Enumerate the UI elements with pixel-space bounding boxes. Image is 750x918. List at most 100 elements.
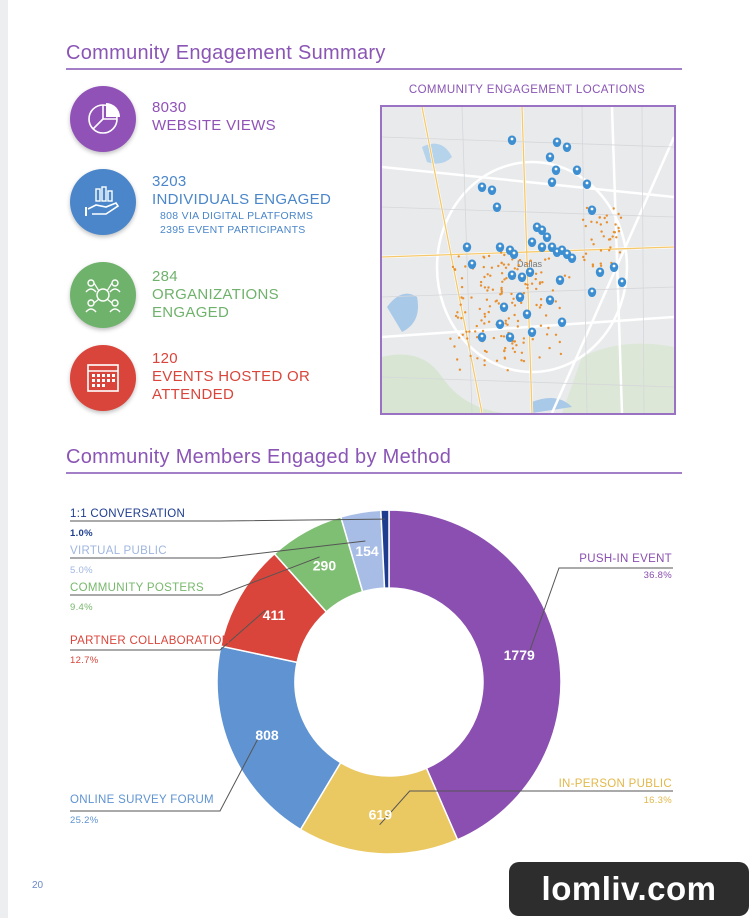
legend-virtual-public-pct: 5.0% — [70, 565, 93, 576]
method-title: Community Members Engaged by Method — [66, 446, 452, 468]
digital-platforms-note: 808 VIA DIGITAL PLATFORMS — [160, 210, 314, 222]
engagement-dot — [617, 226, 620, 230]
engagement-dot — [474, 330, 477, 333]
engagement-dot — [547, 326, 550, 330]
donut-leader-line — [70, 518, 386, 522]
engagement-dot — [465, 330, 468, 333]
engagement-dot — [524, 282, 527, 286]
engagement-dot — [497, 302, 500, 305]
engagement-dot — [591, 263, 595, 266]
location-pin-center — [495, 204, 499, 208]
location-pin-center — [575, 167, 579, 171]
engagement-dot — [516, 319, 520, 323]
engagement-dot — [534, 272, 538, 275]
engagement-dot — [478, 307, 481, 311]
donut-leader-line — [70, 556, 320, 596]
engagement-dot — [520, 359, 523, 362]
legend-online-survey-pct: 25.2% — [70, 815, 99, 826]
engagement-dot — [619, 216, 623, 219]
method-donut-chart: 1779 619 808 411 290 154 — [70, 509, 673, 855]
engagement-dot — [522, 341, 525, 344]
engagement-dot — [512, 297, 515, 300]
location-pin-center — [598, 269, 602, 273]
engagement-dot — [617, 212, 620, 216]
pie-chart-icon — [88, 103, 120, 134]
engagement-map[interactable]: Dallas — [380, 105, 676, 415]
engagement-dot — [491, 288, 495, 291]
engagement-dot — [475, 336, 479, 339]
engagement-dot — [485, 298, 489, 301]
engagement-dot — [548, 346, 551, 350]
location-pin-center — [530, 329, 534, 333]
engagement-dot — [451, 265, 455, 269]
engagement-dot — [615, 236, 618, 239]
engagement-dot — [518, 258, 522, 262]
donut-value-label: 154 — [355, 543, 379, 559]
network-people-icon — [85, 279, 121, 313]
engagement-dot — [464, 265, 467, 268]
engagement-dot — [538, 356, 541, 359]
engagement-dot — [460, 277, 464, 280]
website-views-badge — [70, 86, 136, 152]
engagement-dot — [590, 220, 593, 223]
engagement-dot — [504, 319, 507, 322]
engagement-dot — [456, 358, 459, 361]
engagement-dot — [591, 265, 595, 268]
engagement-dot — [599, 223, 602, 226]
engagement-dot — [513, 350, 517, 354]
donut-slice-1-1-conversation — [380, 509, 390, 589]
engagement-dot — [513, 267, 516, 270]
organizations-engaged-value: 284 — [152, 268, 178, 285]
engagement-dot — [487, 310, 490, 314]
engagement-dot — [607, 238, 611, 241]
location-pin-center — [470, 261, 474, 265]
engagement-dot — [506, 323, 509, 326]
events-hosted-stat: 120 EVENTS HOSTED OR ATTENDED — [152, 350, 310, 404]
legend-community-posters-pct: 9.4% — [70, 602, 93, 613]
legend-one-on-one-pct: 1.0% — [70, 528, 93, 539]
location-pin-center — [508, 247, 512, 251]
engagement-dot — [483, 275, 486, 279]
engagement-dot — [483, 286, 487, 289]
engagement-dot — [504, 322, 507, 325]
donut-leader-line — [70, 609, 266, 651]
events-hosted-badge — [70, 345, 136, 411]
engagement-dot — [544, 314, 548, 317]
calendar-icon — [87, 364, 119, 392]
engagement-dot — [526, 262, 529, 266]
engagement-dot — [554, 333, 558, 336]
engagement-dot — [538, 306, 542, 309]
map-city-label: Dallas — [517, 259, 543, 269]
engagement-dot — [500, 251, 503, 254]
engagement-dot — [500, 261, 503, 264]
organizations-engaged-label-2: ENGAGED — [152, 304, 230, 321]
individuals-engaged-badge — [70, 169, 136, 235]
location-pin-center — [540, 227, 544, 231]
legend-partner-collaboration-pct: 12.7% — [70, 655, 99, 666]
engagement-dot — [497, 264, 500, 268]
engagement-dot — [545, 333, 549, 336]
engagement-dots — [449, 206, 623, 372]
engagement-dot — [461, 333, 464, 336]
engagement-dot — [541, 281, 544, 284]
engagement-dot — [539, 298, 543, 301]
location-pin-center — [498, 244, 502, 248]
engagement-dot — [460, 317, 463, 320]
location-pin-center — [555, 249, 559, 253]
organizations-engaged-label-1: ORGANIZATIONS — [152, 286, 279, 303]
engagement-dot — [475, 324, 478, 328]
location-pin-center — [490, 187, 494, 191]
location-pin-center — [480, 334, 484, 338]
location-pin-center — [480, 184, 484, 188]
engagement-dot — [547, 257, 551, 260]
engagement-dot — [500, 272, 504, 275]
engagement-dot — [503, 349, 506, 352]
engagement-dot — [506, 369, 509, 372]
engagement-dot — [603, 216, 606, 220]
legend-push-in-event-pct: 36.8% — [643, 570, 672, 581]
location-pin-center — [612, 264, 616, 268]
engagement-dot — [612, 207, 615, 210]
engagement-dot — [617, 230, 621, 233]
engagement-dot — [500, 288, 503, 291]
engagement-dot — [590, 238, 593, 241]
